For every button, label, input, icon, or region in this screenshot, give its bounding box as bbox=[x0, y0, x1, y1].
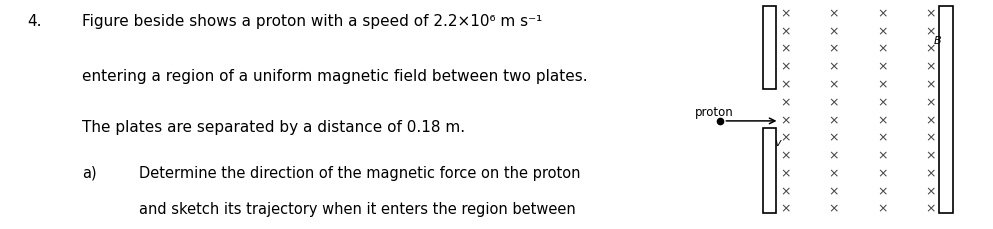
Text: ×: × bbox=[877, 131, 888, 144]
Text: ×: × bbox=[828, 149, 839, 162]
Text: ×: × bbox=[877, 113, 888, 126]
Text: ×: × bbox=[925, 202, 935, 215]
Text: ×: × bbox=[925, 131, 935, 144]
Bar bbox=[939, 7, 952, 213]
Text: ×: × bbox=[780, 184, 790, 197]
Text: ×: × bbox=[780, 202, 790, 215]
Text: and sketch its trajectory when it enters the region between: and sketch its trajectory when it enters… bbox=[139, 202, 576, 216]
Text: Figure beside shows a proton with a speed of 2.2×10⁶ m s⁻¹: Figure beside shows a proton with a spee… bbox=[82, 14, 542, 29]
Text: ×: × bbox=[925, 113, 935, 126]
Text: ×: × bbox=[877, 25, 888, 38]
Text: ×: × bbox=[780, 113, 790, 126]
Text: ×: × bbox=[925, 78, 935, 91]
Text: ×: × bbox=[877, 78, 888, 91]
Bar bbox=[763, 128, 777, 213]
Text: ×: × bbox=[828, 184, 839, 197]
Text: 4.: 4. bbox=[27, 14, 42, 29]
Text: ×: × bbox=[925, 96, 935, 109]
Text: ×: × bbox=[828, 202, 839, 215]
Text: ×: × bbox=[877, 43, 888, 56]
Text: ×: × bbox=[828, 78, 839, 91]
Text: ×: × bbox=[877, 96, 888, 109]
Text: ×: × bbox=[780, 166, 790, 180]
Text: ×: × bbox=[877, 184, 888, 197]
Text: ×: × bbox=[828, 60, 839, 73]
Text: ×: × bbox=[925, 43, 935, 56]
Text: ×: × bbox=[780, 149, 790, 162]
Text: ×: × bbox=[828, 113, 839, 126]
Text: ×: × bbox=[828, 166, 839, 180]
Text: ×: × bbox=[877, 60, 888, 73]
Text: a): a) bbox=[82, 165, 97, 180]
Text: ×: × bbox=[780, 96, 790, 109]
Text: ×: × bbox=[828, 25, 839, 38]
Text: Determine the direction of the magnetic force on the proton: Determine the direction of the magnetic … bbox=[139, 165, 581, 180]
Text: ×: × bbox=[780, 7, 790, 20]
Text: ×: × bbox=[828, 7, 839, 20]
Text: ×: × bbox=[780, 78, 790, 91]
Text: ×: × bbox=[877, 166, 888, 180]
Text: ×: × bbox=[828, 131, 839, 144]
Text: ×: × bbox=[877, 149, 888, 162]
Text: ×: × bbox=[925, 25, 935, 38]
Text: ×: × bbox=[925, 149, 935, 162]
Text: ×: × bbox=[925, 7, 935, 20]
Text: entering a region of a uniform magnetic field between two plates.: entering a region of a uniform magnetic … bbox=[82, 69, 588, 84]
Text: ×: × bbox=[780, 131, 790, 144]
Text: ×: × bbox=[877, 202, 888, 215]
Text: $v$: $v$ bbox=[774, 137, 782, 147]
Text: ×: × bbox=[828, 96, 839, 109]
Text: $B$: $B$ bbox=[933, 34, 942, 46]
Text: ×: × bbox=[828, 43, 839, 56]
Text: The plates are separated by a distance of 0.18 m.: The plates are separated by a distance o… bbox=[82, 119, 466, 134]
Text: ×: × bbox=[780, 43, 790, 56]
Text: ×: × bbox=[780, 60, 790, 73]
Text: ×: × bbox=[780, 25, 790, 38]
Text: ×: × bbox=[925, 60, 935, 73]
Bar bbox=[763, 7, 777, 89]
Text: ×: × bbox=[877, 7, 888, 20]
Text: ×: × bbox=[925, 184, 935, 197]
Text: ×: × bbox=[925, 166, 935, 180]
Text: proton: proton bbox=[695, 106, 734, 119]
